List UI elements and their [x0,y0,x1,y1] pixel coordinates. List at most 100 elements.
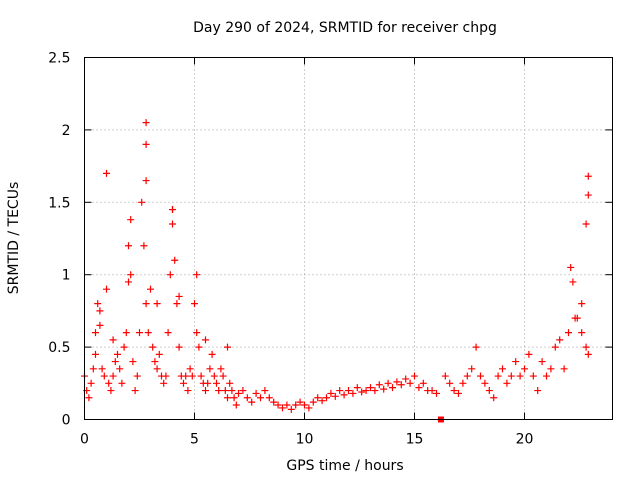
data-point [160,379,168,387]
data-point [224,394,231,402]
data-point [186,365,194,373]
data-point [252,389,260,397]
data-point [380,385,388,393]
data-point [175,343,183,351]
data-point [100,372,108,380]
data-point [481,379,489,387]
data-point [87,379,95,387]
data-point [477,372,484,380]
data-point [529,372,537,380]
data-point [221,387,229,395]
data-point [230,394,238,402]
data-point [419,379,427,387]
data-point [116,365,124,373]
data-point [133,372,141,380]
data-point [301,401,308,409]
data-point [85,394,93,402]
data-point [318,397,326,405]
data-point [243,394,251,402]
data-point [140,242,148,250]
data-point [92,329,99,337]
x-tick-label: 20 [516,432,534,448]
data-point [162,372,170,380]
data-point [428,387,436,395]
y-tick-label: 1 [62,268,71,284]
data-point [411,372,418,380]
data-point [103,169,110,177]
data-point [287,405,295,413]
data-point [345,387,352,395]
data-point [206,365,214,373]
data-point [393,378,401,386]
data-point [208,350,216,358]
data-point [155,350,163,358]
data-point [292,401,300,409]
data-point [584,172,592,180]
data-point [98,365,106,373]
y-tick-label: 1.5 [48,195,70,211]
data-point [305,404,313,412]
data-point [441,372,449,380]
x-tick-label: 15 [406,432,424,448]
data-point [125,242,132,250]
data-point [494,372,502,380]
data-point [144,329,152,337]
chart-title: Day 290 of 2024, SRMTID for receiver chp… [193,20,497,36]
data-point [578,329,586,337]
data-point [142,177,150,185]
data-point [296,398,304,406]
data-point [547,365,555,373]
data-point [96,307,104,315]
y-tick-label: 2 [62,123,71,139]
data-point [569,278,577,286]
data-point [107,387,115,395]
data-point [270,398,278,406]
data-point [323,394,330,402]
data-point [314,394,322,402]
data-point [153,365,161,373]
data-point [485,387,493,395]
data-point [397,381,405,389]
data-point [468,365,476,373]
data-point [375,381,383,389]
data-point [228,387,236,395]
data-point [142,140,150,148]
data-point [103,285,110,293]
data-point [336,387,344,395]
data-point [202,387,209,395]
data-point [180,379,187,387]
data-point [582,220,590,228]
y-axis-ticks: 0 0.5 1 1.5 2 2.5 [48,51,613,429]
data-point [551,343,559,351]
data-point [349,389,357,397]
data-point [188,372,196,380]
data-point [114,350,121,358]
data-point [122,329,130,337]
data-point [96,321,104,329]
data-point [371,387,379,395]
data-point [490,394,498,402]
data-point [149,343,157,351]
data-point [584,191,592,199]
data-point [261,387,269,395]
data-point [578,300,586,308]
data-point [503,379,511,387]
data-point [210,372,218,380]
data-point [362,387,370,395]
data-point [331,392,339,400]
data-point [340,391,348,399]
data-point [136,329,143,337]
data-point [169,220,176,228]
data-point [109,372,117,380]
data-point [175,292,183,300]
data-points [81,119,592,423]
data-point [248,398,256,406]
plot-frame [84,57,613,420]
data-point [193,329,201,337]
data-point [450,387,458,395]
data-point [565,329,572,337]
data-point [171,256,179,264]
x-tick-label: 5 [190,432,199,448]
data-point [516,372,524,380]
